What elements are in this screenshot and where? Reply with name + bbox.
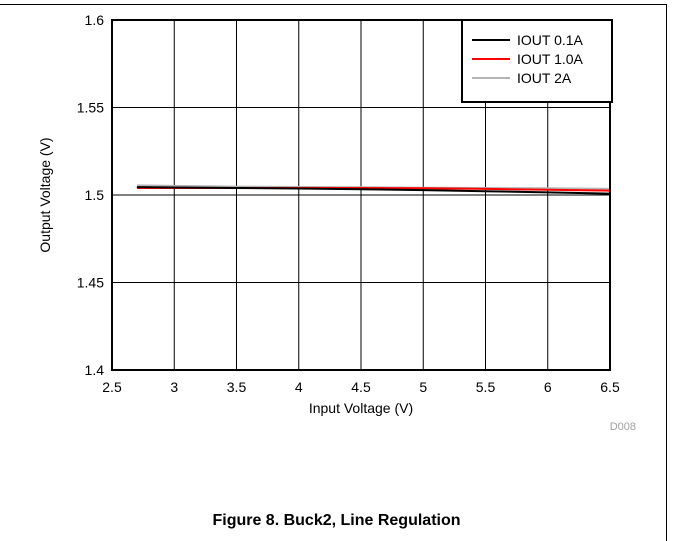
x-axis-label: Input Voltage (V) — [309, 400, 413, 416]
legend-label: IOUT 0.1A — [517, 32, 584, 48]
y-tick-label: 1.6 — [85, 12, 105, 28]
x-tick-label: 5 — [419, 379, 427, 395]
x-tick-label: 5.5 — [476, 379, 496, 395]
legend-label: IOUT 1.0A — [517, 51, 584, 67]
y-axis-label: Output Voltage (V) — [37, 137, 53, 252]
legend-label: IOUT 2A — [517, 70, 572, 86]
figure-code: D008 — [610, 421, 636, 433]
x-tick-label: 6 — [544, 379, 552, 395]
y-tick-label: 1.5 — [85, 187, 105, 203]
x-tick-label: 3.5 — [227, 379, 247, 395]
x-tick-label: 2.5 — [102, 379, 122, 395]
y-tick-label: 1.45 — [77, 275, 104, 291]
x-tick-label: 3 — [170, 379, 178, 395]
x-tick-label: 4.5 — [351, 379, 371, 395]
series-line-iout-0-1a — [136, 186, 611, 195]
y-tick-label: 1.55 — [77, 100, 104, 116]
plot-border — [111, 19, 611, 371]
figure-caption: Figure 8. Buck2, Line Regulation — [212, 512, 461, 529]
figure-frame-top — [0, 4, 666, 5]
figure-frame-right — [666, 4, 667, 541]
x-tick-label: 6.5 — [600, 379, 620, 395]
x-tick-label: 4 — [295, 379, 303, 395]
legend-box — [461, 19, 613, 103]
y-tick-label: 1.4 — [85, 362, 105, 378]
